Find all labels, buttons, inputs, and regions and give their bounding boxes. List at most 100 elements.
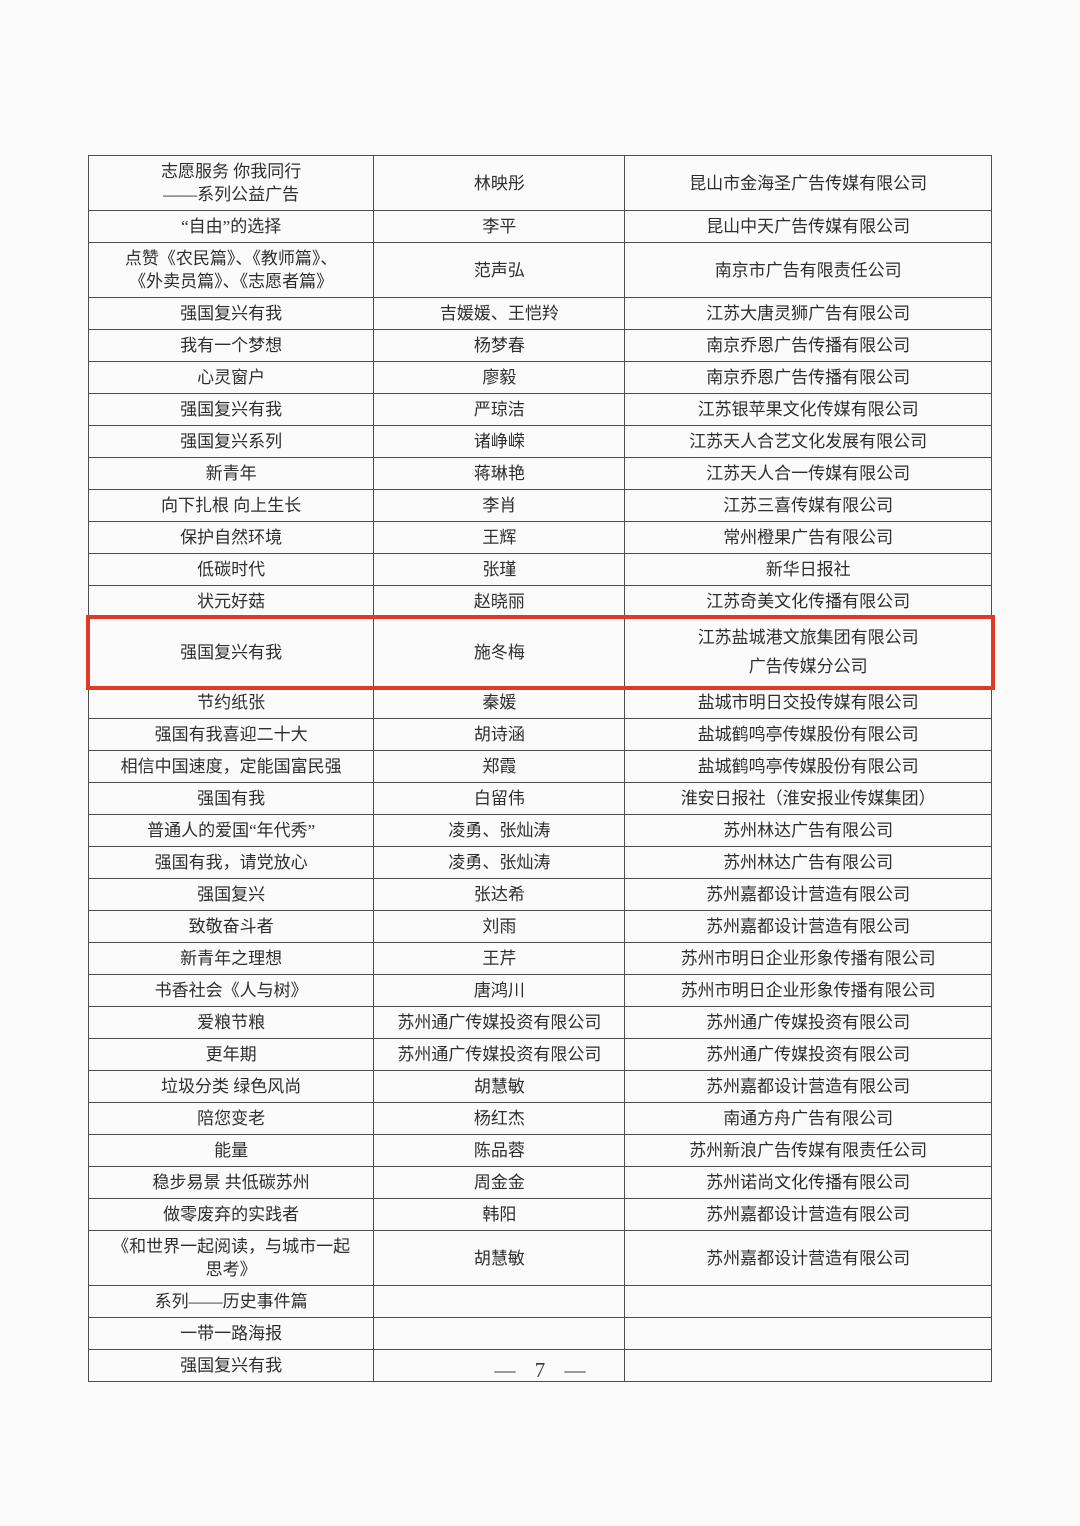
author-cell: 胡诗涵 <box>373 718 626 751</box>
author-cell: 范声弘 <box>373 242 626 298</box>
author-cell: 唐鸿川 <box>373 974 626 1007</box>
author-cell: 杨梦春 <box>373 329 626 362</box>
work-title-cell: 新青年之理想 <box>87 942 375 975</box>
author-cell: 张瑾 <box>373 553 626 586</box>
author-cell: 林映彤 <box>373 155 626 211</box>
company-cell: 苏州嘉都设计营造有限公司 <box>624 910 992 943</box>
author-cell: 严琼洁 <box>373 393 626 426</box>
author-cell: 蒋琳艳 <box>373 457 626 490</box>
author-cell <box>373 1349 626 1382</box>
table-row: 稳步易景 共低碳苏州 周金金 苏州诺尚文化传播有限公司 <box>87 1166 992 1199</box>
table-row: 我有一个梦想 杨梦春 南京乔恩广告传播有限公司 <box>87 329 992 362</box>
table-row: 更年期 苏州通广传媒投资有限公司 苏州通广传媒投资有限公司 <box>87 1038 992 1071</box>
table-row: 新青年之理想 王芹 苏州市明日企业形象传播有限公司 <box>87 942 992 975</box>
author-cell: 廖毅 <box>373 361 626 394</box>
table-row: 普通人的爱国“年代秀” 凌勇、张灿涛 苏州林达广告有限公司 <box>87 814 992 847</box>
table-row: 强国有我 白留伟 淮安日报社（淮安报业传媒集团） <box>87 782 992 815</box>
work-title-cell: 相信中国速度，定能国富民强 <box>87 750 375 783</box>
company-cell: 昆山市金海圣广告传媒有限公司 <box>624 155 992 211</box>
table-row: 强国复兴系列 诸峥嵘 江苏天人合艺文化发展有限公司 <box>87 425 992 458</box>
author-cell: 杨红杰 <box>373 1102 626 1135</box>
author-cell: 秦媛 <box>373 686 626 719</box>
work-title-cell: 保护自然环境 <box>87 521 375 554</box>
company-cell: 南京乔恩广告传播有限公司 <box>624 329 992 362</box>
company-cell: 江苏银苹果文化传媒有限公司 <box>624 393 992 426</box>
author-cell: 陈品蓉 <box>373 1134 626 1167</box>
company-cell: 昆山中天广告传媒有限公司 <box>624 210 992 243</box>
author-cell: 李平 <box>373 210 626 243</box>
table-row: 强国有我喜迎二十大 胡诗涵 盐城鹤鸣亭传媒股份有限公司 <box>87 718 992 751</box>
company-cell: 苏州嘉都设计营造有限公司 <box>624 1070 992 1103</box>
work-title-cell: 心灵窗户 <box>87 361 375 394</box>
table-row: 状元好菇 赵晓丽 江苏奇美文化传播有限公司 <box>87 585 992 618</box>
author-cell <box>373 1317 626 1350</box>
company-cell: 常州橙果广告有限公司 <box>624 521 992 554</box>
company-cell: 江苏大唐灵狮广告有限公司 <box>624 297 992 330</box>
company-cell: 苏州市明日企业形象传播有限公司 <box>624 942 992 975</box>
company-cell <box>624 1349 992 1382</box>
company-cell: 苏州嘉都设计营造有限公司 <box>624 1230 992 1286</box>
work-title-cell: 系列——历史事件篇 <box>87 1285 375 1318</box>
work-title-cell: 点赞《农民篇》、《教师篇》、 《外卖员篇》、《志愿者篇》 <box>87 242 375 298</box>
company-cell: 南京市广告有限责任公司 <box>624 242 992 298</box>
company-cell: 苏州诺尚文化传播有限公司 <box>624 1166 992 1199</box>
work-title-cell: 强国复兴有我 <box>87 297 375 330</box>
table-row: 强国复兴有我 施冬梅 江苏盐城港文旅集团有限公司 广告传媒分公司 <box>85 614 995 690</box>
author-cell: 胡慧敏 <box>373 1230 626 1286</box>
table-row: 强国复兴有我 <box>87 1349 992 1382</box>
author-cell: 张达希 <box>373 878 626 911</box>
company-cell: 江苏奇美文化传播有限公司 <box>624 585 992 618</box>
author-cell: 凌勇、张灿涛 <box>373 846 626 879</box>
table-row: 节约纸张 秦媛 盐城市明日交投传媒有限公司 <box>87 686 992 719</box>
work-title-cell: 一带一路海报 <box>87 1317 375 1350</box>
table-row: 书香社会《人与树》 唐鸿川 苏州市明日企业形象传播有限公司 <box>87 974 992 1007</box>
author-cell: 苏州通广传媒投资有限公司 <box>373 1038 626 1071</box>
company-cell: 新华日报社 <box>624 553 992 586</box>
author-cell: 吉媛媛、王恺羚 <box>373 297 626 330</box>
table-row: 系列——历史事件篇 <box>87 1285 992 1318</box>
company-cell: 盐城鹤鸣亭传媒股份有限公司 <box>624 750 992 783</box>
author-cell: 王辉 <box>373 521 626 554</box>
author-cell: 胡慧敏 <box>373 1070 626 1103</box>
work-title-cell: 强国有我喜迎二十大 <box>87 718 375 751</box>
table-row: 垃圾分类 绿色风尚 胡慧敏 苏州嘉都设计营造有限公司 <box>87 1070 992 1103</box>
work-title-cell: 新青年 <box>87 457 375 490</box>
work-title-cell: 更年期 <box>87 1038 375 1071</box>
table-row: 《和世界一起阅读，与城市一起 思考》 胡慧敏 苏州嘉都设计营造有限公司 <box>87 1230 992 1286</box>
work-title-cell: 志愿服务 你我同行 ——系列公益广告 <box>87 155 375 211</box>
work-title-cell: 普通人的爱国“年代秀” <box>87 814 375 847</box>
work-title-cell: 强国复兴系列 <box>87 425 375 458</box>
company-cell: 江苏天人合一传媒有限公司 <box>624 457 992 490</box>
author-cell: 施冬梅 <box>373 617 626 687</box>
table-row: 强国复兴有我 严琼洁 江苏银苹果文化传媒有限公司 <box>87 393 992 426</box>
company-cell <box>624 1285 992 1318</box>
work-title-cell: 能量 <box>87 1134 375 1167</box>
work-title-cell: 书香社会《人与树》 <box>87 974 375 1007</box>
work-title-cell: 向下扎根 向上生长 <box>87 489 375 522</box>
author-cell <box>373 1285 626 1318</box>
author-cell: 郑霞 <box>373 750 626 783</box>
work-title-cell: 垃圾分类 绿色风尚 <box>87 1070 375 1103</box>
work-title-cell: 强国复兴有我 <box>87 393 375 426</box>
table-row: “自由”的选择 李平 昆山中天广告传媒有限公司 <box>87 210 992 243</box>
author-cell: 赵晓丽 <box>373 585 626 618</box>
work-title-cell: “自由”的选择 <box>87 210 375 243</box>
table-row: 保护自然环境 王辉 常州橙果广告有限公司 <box>87 521 992 554</box>
company-cell: 南京乔恩广告传播有限公司 <box>624 361 992 394</box>
table-row: 相信中国速度，定能国富民强 郑霞 盐城鹤鸣亭传媒股份有限公司 <box>87 750 992 783</box>
company-cell: 苏州市明日企业形象传播有限公司 <box>624 974 992 1007</box>
work-title-cell: 稳步易景 共低碳苏州 <box>87 1166 375 1199</box>
author-cell: 凌勇、张灿涛 <box>373 814 626 847</box>
table-row: 强国有我，请党放心 凌勇、张灿涛 苏州林达广告有限公司 <box>87 846 992 879</box>
table-row: 向下扎根 向上生长 李肖 江苏三喜传媒有限公司 <box>87 489 992 522</box>
author-cell: 白留伟 <box>373 782 626 815</box>
author-cell: 诸峥嵘 <box>373 425 626 458</box>
table-row: 爱粮节粮 苏州通广传媒投资有限公司 苏州通广传媒投资有限公司 <box>87 1006 992 1039</box>
author-cell: 韩阳 <box>373 1198 626 1231</box>
company-cell <box>624 1317 992 1350</box>
work-title-cell: 爱粮节粮 <box>87 1006 375 1039</box>
table-row: 做零废弃的实践者 韩阳 苏州嘉都设计营造有限公司 <box>87 1198 992 1231</box>
table-row: 强国复兴 张达希 苏州嘉都设计营造有限公司 <box>87 878 992 911</box>
company-cell: 苏州通广传媒投资有限公司 <box>624 1038 992 1071</box>
company-cell: 苏州嘉都设计营造有限公司 <box>624 878 992 911</box>
